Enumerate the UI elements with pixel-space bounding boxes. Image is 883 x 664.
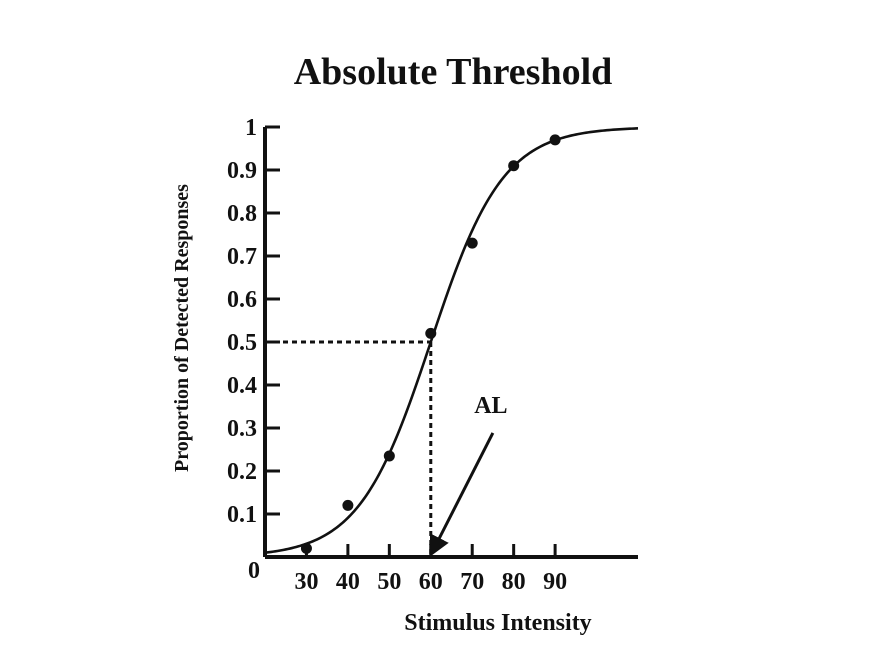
y-tick-label: 0.9 — [227, 158, 257, 184]
data-point — [425, 327, 437, 339]
x-tick-label: 30 — [294, 569, 318, 595]
annotation-arrow — [429, 432, 495, 557]
chart-title: Absolute Threshold — [294, 51, 613, 93]
data-point — [383, 450, 395, 462]
data-point — [508, 160, 520, 172]
data-point — [342, 499, 354, 511]
x-tick-label: 80 — [502, 569, 526, 595]
x-tick-label: 70 — [460, 569, 484, 595]
x-tick-label: 50 — [377, 569, 401, 595]
y-tick-label: 0.1 — [227, 502, 257, 528]
y-tick-label: 0.4 — [227, 373, 257, 399]
y-axis-label: Proportion of Detected Responses — [171, 184, 193, 472]
psychometric-curve — [264, 127, 639, 555]
y-tick-label: 1 — [245, 115, 257, 141]
x-tick-label: 90 — [543, 569, 567, 595]
data-points-layer — [300, 134, 561, 554]
y-tick-label: 0.7 — [227, 244, 257, 270]
x-tick-label: 40 — [336, 569, 360, 595]
data-point — [549, 134, 561, 146]
data-point — [466, 237, 478, 249]
y-tick-label: 0.6 — [227, 287, 257, 313]
y-tick-label: 0.3 — [227, 416, 257, 442]
x-axis-label: Stimulus Intensity — [404, 610, 591, 636]
data-point — [300, 542, 312, 554]
y-tick-label: 0.8 — [227, 201, 257, 227]
y-tick-group: 0.1 0.2 0.3 0.4 0.5 0.6 0.7 0.8 0.9 1 — [227, 115, 280, 528]
y-tick-label: 0.5 — [227, 330, 257, 356]
origin-label: 0 — [248, 558, 260, 584]
y-tick-label: 0.2 — [227, 459, 257, 485]
x-tick-group: 30 40 50 60 70 80 90 — [263, 544, 567, 595]
annotation-label: AL — [474, 393, 507, 419]
x-tick-label: 60 — [419, 569, 443, 595]
